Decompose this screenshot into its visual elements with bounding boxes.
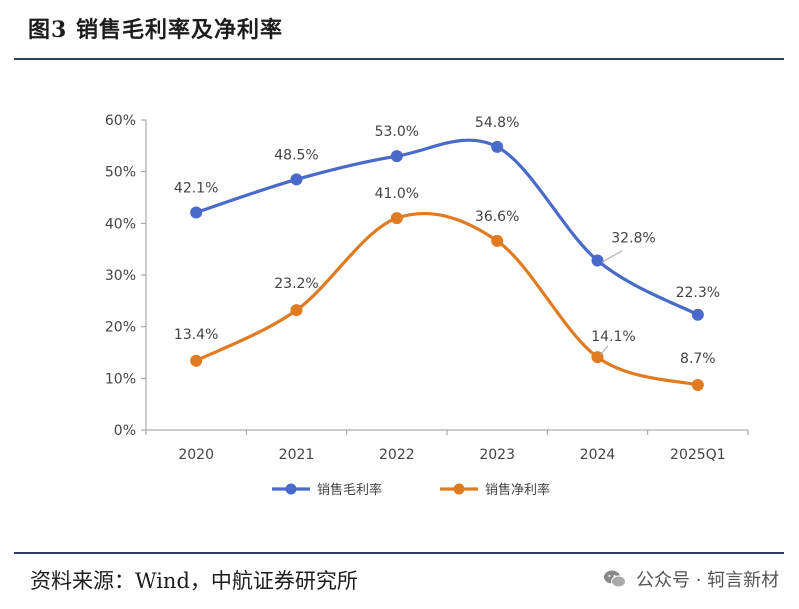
- y-tick-label: 40%: [105, 216, 136, 232]
- x-tick-label: 2023: [479, 447, 515, 463]
- data-point: [390, 150, 403, 163]
- legend-marker: [285, 483, 297, 495]
- x-tick-label: 2021: [279, 447, 315, 463]
- series-line: [194, 211, 700, 387]
- wechat-icon: [604, 570, 626, 588]
- data-point: [491, 234, 504, 247]
- data-label: 36.6%: [475, 209, 519, 225]
- data-point: [491, 140, 504, 153]
- data-point: [691, 308, 704, 321]
- data-label: 41.0%: [375, 186, 419, 202]
- x-tick-label: 2025Q1: [670, 447, 726, 463]
- series-line: [194, 138, 700, 317]
- top-divider: [14, 58, 784, 60]
- x-tick-label: 2022: [379, 447, 415, 463]
- data-label: 42.1%: [174, 180, 218, 196]
- leader-line: [599, 345, 609, 356]
- data-point: [290, 304, 303, 317]
- data-label: 32.8%: [611, 231, 655, 247]
- x-tick-label: 2020: [178, 447, 214, 463]
- data-point: [290, 173, 303, 186]
- data-label: 22.3%: [676, 285, 720, 301]
- data-label: 14.1%: [591, 329, 635, 345]
- data-point: [691, 379, 704, 392]
- legend-label: 销售毛利率: [317, 482, 382, 498]
- legend-marker: [453, 483, 465, 495]
- data-label: 48.5%: [274, 147, 318, 163]
- data-label: 23.2%: [274, 276, 318, 292]
- data-label: 53.0%: [375, 124, 419, 140]
- watermark-text: 公众号 · 轲言新材: [636, 570, 780, 591]
- y-tick-label: 0%: [114, 423, 136, 439]
- bottom-divider: [14, 552, 784, 554]
- data-point: [591, 254, 604, 267]
- data-point: [390, 212, 403, 225]
- watermark: 公众号 · 轲言新材: [602, 566, 779, 592]
- data-label: 54.8%: [475, 115, 519, 131]
- x-tick-label: 2024: [580, 447, 616, 463]
- y-tick-label: 30%: [105, 268, 136, 284]
- legend-label: 销售净利率: [485, 482, 550, 498]
- y-tick-label: 20%: [105, 320, 136, 336]
- data-point: [190, 354, 203, 367]
- source-note: 资料来源：Wind，中航证券研究所: [30, 569, 358, 593]
- y-tick-label: 50%: [105, 165, 136, 181]
- data-label: 8.7%: [680, 351, 716, 367]
- y-tick-label: 10%: [105, 371, 136, 387]
- chart-title: 图3 销售毛利率及净利率: [28, 17, 283, 43]
- leader-line: [601, 250, 623, 263]
- data-point: [190, 206, 203, 219]
- y-tick-label: 60%: [105, 113, 136, 129]
- data-label: 13.4%: [174, 327, 218, 343]
